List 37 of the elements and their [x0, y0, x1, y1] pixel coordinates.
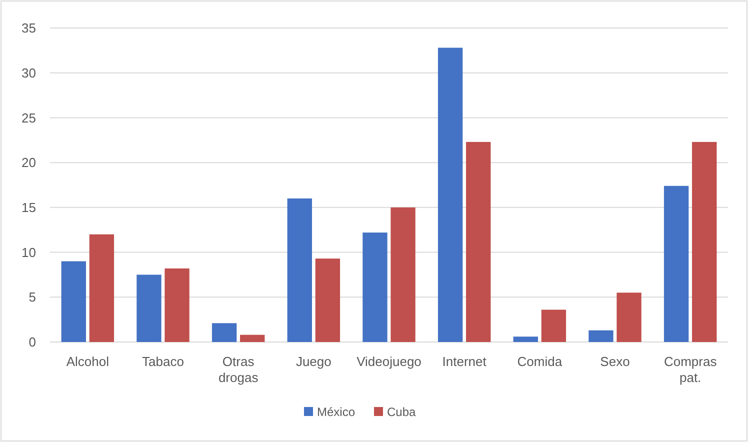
bar — [541, 310, 566, 342]
y-tick-label: 0 — [28, 334, 36, 350]
bar — [466, 142, 491, 342]
bar — [61, 261, 86, 342]
legend-label: México — [317, 405, 356, 420]
y-tick-label: 5 — [28, 290, 36, 305]
bar — [438, 48, 463, 342]
y-tick-label: 20 — [22, 155, 36, 170]
x-tick-label: Alcohol — [66, 354, 110, 369]
y-tick-label: 15 — [22, 200, 36, 215]
bar — [362, 232, 388, 342]
y-tick-label: 25 — [22, 110, 36, 126]
bar — [89, 234, 114, 342]
bar — [692, 142, 717, 342]
bar — [664, 186, 689, 342]
bar — [287, 198, 312, 342]
x-tick-label: Compras pat. — [664, 354, 718, 385]
bar — [616, 292, 642, 342]
x-tick-label: Videojuego — [356, 354, 422, 369]
bar — [212, 323, 237, 342]
bar — [164, 268, 190, 342]
x-tick-label: Comida — [517, 354, 563, 369]
bar — [390, 207, 416, 342]
bar — [513, 336, 538, 342]
bar — [315, 258, 340, 342]
y-tick-label: 10 — [22, 244, 36, 260]
legend-label: Cuba — [387, 405, 416, 420]
x-tick-label: Juego — [296, 354, 332, 369]
bar — [588, 330, 614, 342]
y-tick-label: 35 — [22, 20, 36, 36]
x-tick-label: Internet — [442, 354, 487, 369]
bar — [136, 274, 162, 342]
x-tick-label: Tabaco — [142, 354, 184, 369]
bar — [240, 334, 265, 342]
y-tick-label: 30 — [22, 65, 36, 80]
x-tick-label: Otras drogas — [218, 354, 259, 385]
x-tick-label: Sexo — [600, 354, 630, 369]
